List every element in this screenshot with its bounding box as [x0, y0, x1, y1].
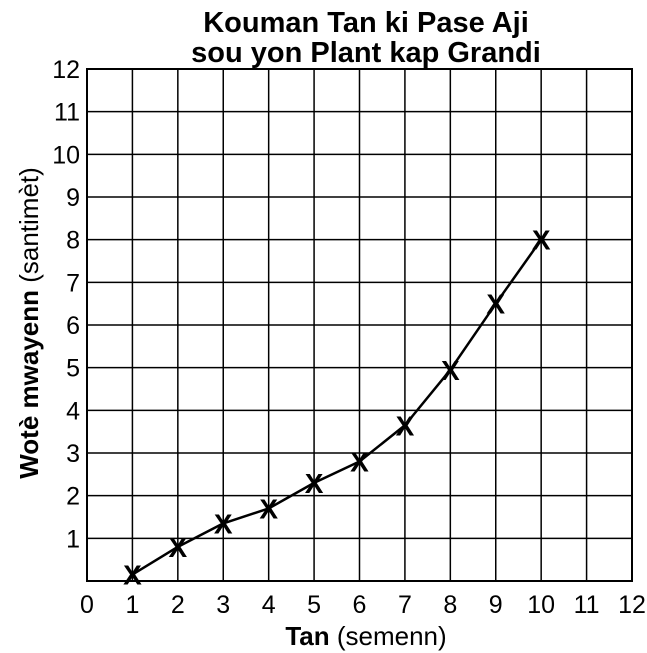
y-tick-label: 11 [54, 99, 80, 127]
y-tick-label: 2 [66, 483, 80, 511]
data-point-marker: X [168, 532, 187, 563]
x-tick-label: 7 [398, 591, 412, 619]
x-axis-label-unit: (semenn) [330, 621, 447, 651]
x-tick-label: 11 [574, 591, 600, 619]
x-tick-label: 3 [216, 591, 230, 619]
y-axis-label-main: Wotè mwayenn [14, 290, 44, 479]
data-point-marker: X [486, 289, 505, 320]
y-tick-label: 12 [52, 56, 80, 84]
data-point-marker: X [214, 508, 233, 539]
data-point-marker: X [259, 493, 278, 524]
chart-title-line-1: Kouman Tan ki Pase Aji [203, 7, 529, 39]
y-tick-label: 1 [66, 525, 80, 553]
y-tick-label: 5 [66, 355, 80, 383]
y-tick-label: 8 [66, 227, 80, 255]
data-point-marker: X [350, 447, 369, 478]
y-tick-label: 10 [52, 141, 80, 169]
plot-frame [86, 68, 633, 582]
y-axis-label: Wotè mwayenn (santimèt) [14, 167, 44, 479]
x-tick-label: 1 [125, 591, 139, 619]
x-axis-label-main: Tan [285, 621, 329, 651]
y-tick-label: 3 [66, 440, 80, 468]
x-tick-label: 5 [307, 591, 321, 619]
x-tick-label: 10 [527, 591, 555, 619]
y-tick-label: 9 [66, 184, 80, 212]
x-tick-label: 12 [618, 591, 646, 619]
x-tick-label: 2 [171, 591, 185, 619]
y-tick-label: 4 [66, 397, 80, 425]
data-point-marker: X [396, 410, 415, 441]
x-tick-label: 6 [353, 591, 367, 619]
x-tick-label: 8 [443, 591, 457, 619]
x-axis-label: Tan (semenn) [285, 621, 446, 651]
series-line [131, 238, 543, 576]
data-point-marker: X [123, 560, 142, 591]
grid [87, 69, 632, 581]
y-tick-label: 6 [66, 312, 80, 340]
data-point-marker: X [305, 468, 324, 499]
x-tick-labels: 0 1 2 3 4 5 6 7 8 9 10 11 12 [80, 591, 646, 619]
y-tick-label: 7 [66, 269, 80, 297]
x-tick-label: 0 [80, 591, 94, 619]
x-tick-label: 4 [262, 591, 276, 619]
chart-title-line-2: sou yon Plant kap Grandi [191, 37, 541, 69]
data-point-marker: X [532, 225, 551, 256]
y-axis-label-unit: (santimèt) [14, 167, 44, 290]
data-point-marker: X [441, 355, 460, 386]
x-tick-label: 9 [489, 591, 503, 619]
